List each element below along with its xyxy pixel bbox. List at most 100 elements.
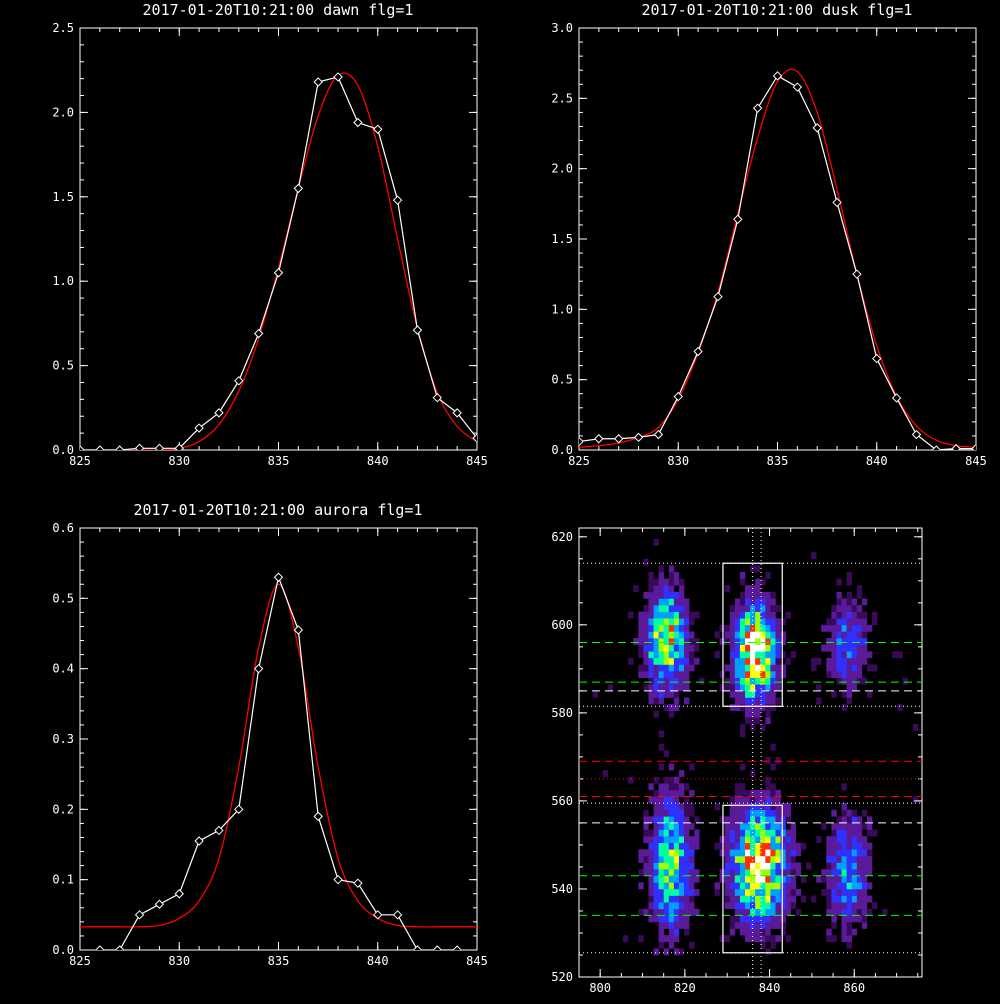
heatmap-cell: [770, 631, 776, 639]
heatmap-cell: [861, 888, 868, 896]
x-tick-label: 845: [466, 954, 488, 968]
heatmap-cell: [755, 717, 761, 725]
y-tick-label: 2.0: [551, 162, 573, 176]
heatmap-cell: [673, 684, 680, 692]
heatmap-cell: [770, 657, 776, 665]
heatmap-cell: [861, 624, 868, 632]
heatmap-cell: [734, 822, 741, 830]
heatmap-cell: [739, 921, 746, 929]
heatmap-cell: [856, 908, 863, 916]
heatmap-cell: [765, 928, 771, 936]
heatmap-cell: [770, 763, 776, 771]
heatmap-cell: [851, 915, 858, 923]
heatmap-cell: [760, 651, 766, 659]
heatmap-cell: [755, 611, 761, 619]
heatmap-cell: [678, 770, 685, 778]
heatmap-cell: [841, 908, 847, 916]
heatmap-cell: [851, 644, 858, 652]
heatmap-cell: [775, 684, 781, 692]
heatmap-cell: [684, 888, 690, 896]
heatmap-cell: [760, 605, 766, 612]
heatmap-cell: [851, 928, 858, 936]
heatmap-cell: [658, 928, 664, 936]
heatmap-cell: [684, 657, 690, 665]
data-point-marker: [95, 945, 105, 950]
heatmap-cell: [775, 829, 781, 837]
heatmap-cell: [648, 684, 654, 692]
heatmap-cell: [831, 921, 837, 929]
heatmap-cell: [795, 908, 802, 916]
heatmap-cell: [841, 869, 847, 877]
heatmap-cell: [658, 836, 664, 844]
heatmap-cell: [755, 677, 761, 685]
heatmap-cell: [770, 829, 776, 837]
data-point-marker: [333, 72, 343, 82]
heatmap-cell: [760, 624, 766, 632]
heatmap-cell: [739, 677, 746, 685]
heatmap-cell: [638, 855, 644, 863]
chart-dawn: 2017-01-20T10:21:00 dawn flg=1 825 830 835…: [52, 1, 488, 468]
heatmap-cell: [750, 611, 756, 619]
heatmap-cell: [846, 657, 853, 665]
heatmap-cell: [658, 875, 664, 883]
heatmap-cell: [826, 935, 832, 943]
data-point-marker: [234, 376, 244, 386]
heatmap-cell: [678, 651, 685, 659]
heatmap-cell: [663, 690, 670, 698]
heatmap-cell: [846, 572, 853, 579]
heatmap-cell: [760, 842, 766, 850]
heatmap-cell: [780, 921, 786, 929]
data-point-marker: [234, 804, 244, 815]
heatmap-cell: [841, 644, 847, 652]
heatmap-cell: [831, 895, 837, 903]
heatmap-cell: [770, 915, 776, 923]
heatmap-cell: [765, 618, 771, 626]
heatmap-cell: [653, 664, 659, 672]
heatmap-cell: [780, 902, 786, 910]
heatmap-cell: [816, 836, 822, 844]
heatmap-cell: [861, 598, 868, 606]
heatmap-cell: [678, 684, 685, 692]
heatmap-cell: [739, 855, 746, 863]
heatmap-cell: [673, 822, 680, 830]
heatmap-cell: [663, 869, 670, 877]
heatmap-cell: [755, 684, 761, 692]
heatmap-cell: [770, 935, 776, 943]
heatmap-cell: [866, 651, 873, 659]
heatmap-cell: [765, 915, 771, 923]
heatmap-cell: [755, 928, 761, 936]
heatmap-cell: [734, 598, 741, 606]
heatmap-cell: [780, 855, 786, 863]
data-point-marker: [852, 269, 862, 279]
heatmap-cell: [836, 869, 842, 877]
data-point-marker: [594, 434, 604, 444]
heatmap-cell: [684, 618, 690, 626]
heatmap-cell: [851, 849, 858, 857]
heatmap-cell: [684, 671, 690, 678]
heatmap-cell: [648, 611, 654, 619]
heatmap-cell: [755, 578, 761, 586]
heatmap-cell: [765, 572, 771, 579]
heatmap-cell: [653, 598, 659, 606]
heatmap-cell: [846, 684, 853, 692]
heatmap-cell: [724, 585, 731, 593]
y-tick-label: 580: [551, 706, 573, 720]
heatmap-cell: [760, 671, 766, 678]
heatmap-cell: [811, 552, 817, 560]
heatmap-cell: [663, 822, 670, 830]
heatmap-cell: [765, 895, 771, 903]
heatmap-cell: [861, 638, 868, 645]
heatmap-cell: [653, 855, 659, 863]
heatmap-cell: [831, 624, 837, 632]
data-point-marker: [911, 429, 922, 440]
heatmap-cell: [684, 631, 690, 639]
heatmap-cell: [734, 921, 741, 929]
heatmap-cell: [744, 935, 751, 943]
heatmap-cell: [684, 849, 690, 857]
heatmap-cell: [821, 888, 827, 896]
heatmap-cell: [729, 651, 736, 659]
heatmap-cell: [775, 651, 781, 659]
x-tick-label: 840: [866, 454, 888, 468]
heatmap-cell: [770, 941, 776, 949]
heatmap-cell: [765, 671, 771, 678]
